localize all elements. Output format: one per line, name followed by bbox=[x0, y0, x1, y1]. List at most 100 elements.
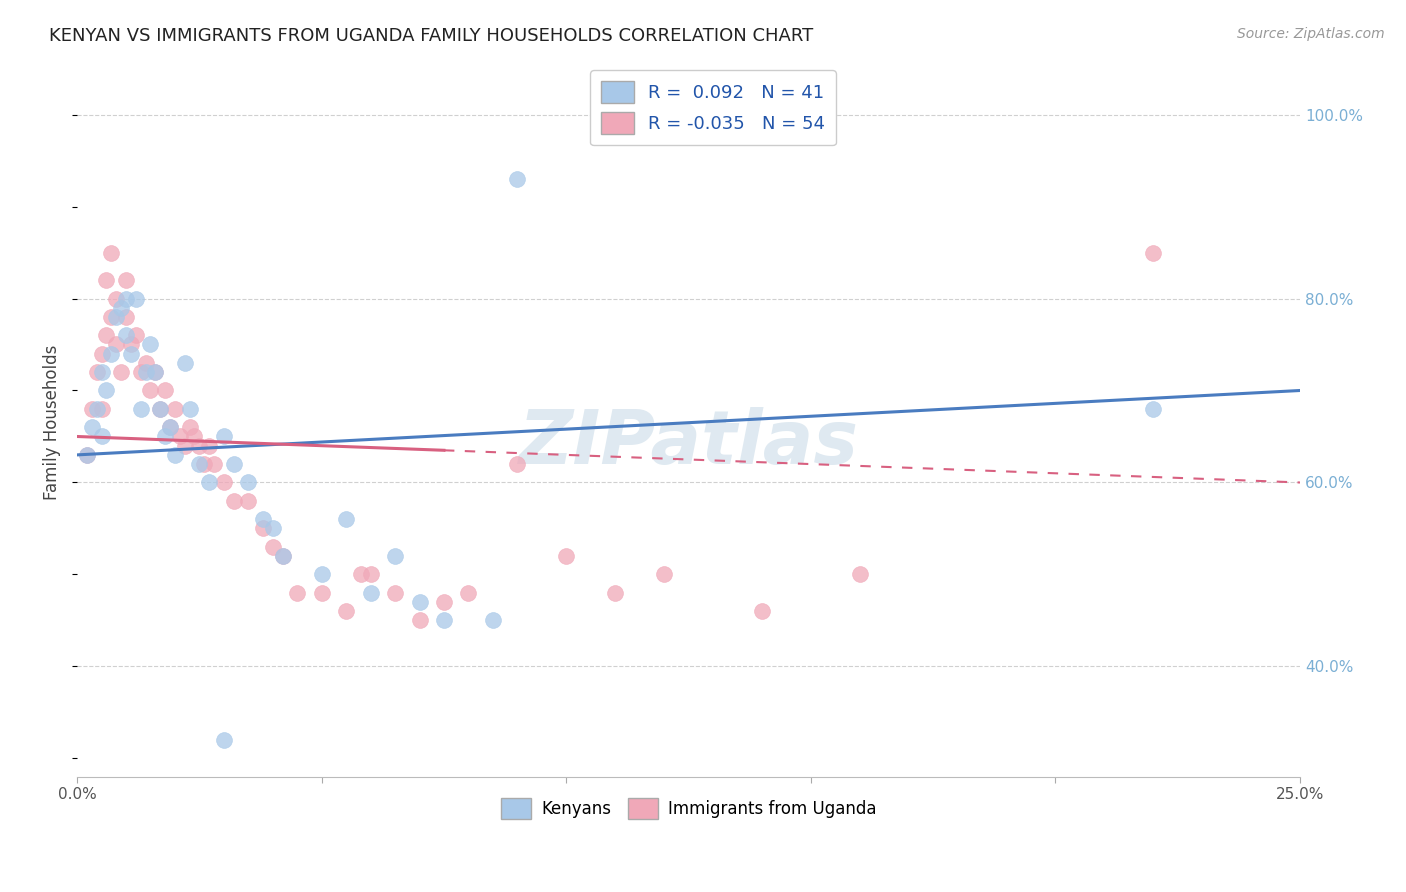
Point bbox=[139, 337, 162, 351]
Point bbox=[285, 586, 308, 600]
Point bbox=[311, 567, 333, 582]
Point bbox=[86, 401, 108, 416]
Point bbox=[238, 494, 260, 508]
Point bbox=[120, 337, 142, 351]
Point bbox=[605, 586, 627, 600]
Point bbox=[120, 347, 142, 361]
Text: Source: ZipAtlas.com: Source: ZipAtlas.com bbox=[1237, 27, 1385, 41]
Point bbox=[652, 567, 675, 582]
Point bbox=[139, 384, 162, 398]
Point bbox=[311, 586, 333, 600]
Point bbox=[80, 401, 103, 416]
Point bbox=[90, 347, 112, 361]
Point bbox=[408, 614, 430, 628]
Point bbox=[80, 420, 103, 434]
Point bbox=[1142, 245, 1164, 260]
Point bbox=[115, 310, 138, 324]
Point bbox=[96, 384, 118, 398]
Point bbox=[271, 549, 294, 563]
Point bbox=[105, 292, 128, 306]
Point bbox=[153, 429, 176, 443]
Point bbox=[271, 549, 294, 563]
Point bbox=[360, 586, 382, 600]
Point bbox=[222, 457, 245, 471]
Point bbox=[262, 540, 284, 554]
Point bbox=[262, 521, 284, 535]
Point bbox=[198, 439, 221, 453]
Point bbox=[125, 328, 148, 343]
Point bbox=[105, 337, 128, 351]
Point bbox=[506, 457, 529, 471]
Point bbox=[457, 586, 479, 600]
Point bbox=[100, 245, 122, 260]
Point bbox=[96, 273, 118, 287]
Text: KENYAN VS IMMIGRANTS FROM UGANDA FAMILY HOUSEHOLDS CORRELATION CHART: KENYAN VS IMMIGRANTS FROM UGANDA FAMILY … bbox=[49, 27, 814, 45]
Point bbox=[100, 310, 122, 324]
Point bbox=[76, 448, 98, 462]
Point bbox=[143, 365, 166, 379]
Point bbox=[222, 494, 245, 508]
Point bbox=[350, 567, 373, 582]
Point bbox=[212, 429, 235, 443]
Point bbox=[408, 595, 430, 609]
Point bbox=[433, 595, 456, 609]
Point bbox=[135, 365, 157, 379]
Point bbox=[149, 401, 172, 416]
Point bbox=[384, 586, 406, 600]
Point bbox=[1142, 401, 1164, 416]
Point bbox=[506, 172, 529, 186]
Point bbox=[110, 301, 132, 315]
Point bbox=[555, 549, 578, 563]
Point bbox=[90, 429, 112, 443]
Point bbox=[76, 448, 98, 462]
Point bbox=[125, 292, 148, 306]
Point bbox=[90, 365, 112, 379]
Point bbox=[188, 439, 211, 453]
Point bbox=[90, 401, 112, 416]
Point bbox=[384, 549, 406, 563]
Point bbox=[202, 457, 225, 471]
Point bbox=[115, 273, 138, 287]
Point bbox=[153, 384, 176, 398]
Point bbox=[751, 604, 773, 618]
Point bbox=[86, 365, 108, 379]
Y-axis label: Family Households: Family Households bbox=[44, 345, 60, 500]
Point bbox=[179, 401, 201, 416]
Point bbox=[252, 512, 274, 526]
Point bbox=[173, 439, 195, 453]
Point bbox=[433, 614, 456, 628]
Point bbox=[335, 604, 357, 618]
Legend: Kenyans, Immigrants from Uganda: Kenyans, Immigrants from Uganda bbox=[495, 791, 883, 825]
Point bbox=[96, 328, 118, 343]
Point bbox=[212, 475, 235, 490]
Point bbox=[173, 356, 195, 370]
Point bbox=[149, 401, 172, 416]
Point bbox=[129, 365, 152, 379]
Point bbox=[252, 521, 274, 535]
Point bbox=[163, 401, 186, 416]
Point bbox=[159, 420, 181, 434]
Point bbox=[129, 401, 152, 416]
Point bbox=[135, 356, 157, 370]
Point bbox=[848, 567, 870, 582]
Point bbox=[188, 457, 211, 471]
Point bbox=[115, 292, 138, 306]
Point bbox=[335, 512, 357, 526]
Point bbox=[179, 420, 201, 434]
Point bbox=[159, 420, 181, 434]
Point bbox=[238, 475, 260, 490]
Point bbox=[183, 429, 205, 443]
Point bbox=[212, 733, 235, 747]
Point bbox=[163, 448, 186, 462]
Point bbox=[198, 475, 221, 490]
Point bbox=[105, 310, 128, 324]
Point bbox=[482, 614, 505, 628]
Text: ZIPatlas: ZIPatlas bbox=[519, 408, 859, 481]
Point bbox=[115, 328, 138, 343]
Point bbox=[193, 457, 215, 471]
Point bbox=[110, 365, 132, 379]
Point bbox=[143, 365, 166, 379]
Point bbox=[360, 567, 382, 582]
Point bbox=[169, 429, 191, 443]
Point bbox=[100, 347, 122, 361]
